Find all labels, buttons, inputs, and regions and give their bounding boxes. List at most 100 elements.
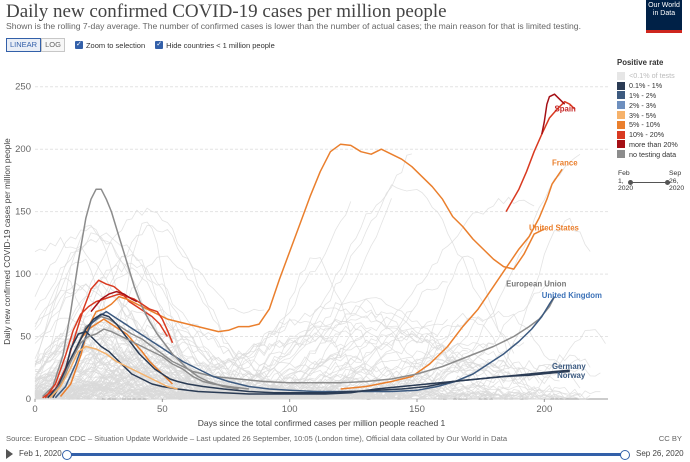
legend-label: more than 20% xyxy=(629,139,678,149)
series-line-spain xyxy=(505,100,576,212)
series-line-france xyxy=(340,168,563,390)
series-line-highlighted xyxy=(49,345,178,399)
legend-swatch xyxy=(617,111,625,120)
series-line-united-kingdom xyxy=(54,296,556,399)
legend-item[interactable]: 10% - 20% xyxy=(617,130,689,140)
legend-swatch xyxy=(617,81,625,90)
zoom-to-selection-label: Zoom to selection xyxy=(85,40,146,50)
series-labels: Spain France United States European Union Un… xyxy=(506,105,602,380)
timeline-slider: Feb 1, 2020 Sep 26, 2020 xyxy=(0,448,690,462)
chart-subtitle: Shown is the rolling 7-day average. The … xyxy=(6,21,581,31)
background-country-line xyxy=(34,283,428,374)
legend-item[interactable]: 2% - 3% xyxy=(617,100,689,110)
series-line-norway xyxy=(52,330,570,399)
legend-label: <0.1% of tests xyxy=(629,71,675,81)
series-line-highlighted xyxy=(49,328,249,399)
series-label: United Kingdom xyxy=(542,291,602,300)
legend-label: 5% - 10% xyxy=(629,120,661,130)
legend-item[interactable]: 5% - 10% xyxy=(617,120,689,130)
y-axis-label: Daily new confirmed COVID-19 cases per m… xyxy=(2,138,12,345)
series-label: United States xyxy=(529,223,579,232)
series-label: Norway xyxy=(557,371,586,380)
legend-swatch xyxy=(617,150,625,159)
timeline-start-label: Feb 1, 2020 xyxy=(19,449,62,458)
highlighted-series xyxy=(42,93,576,399)
background-country-line xyxy=(34,225,311,393)
check-icon: ✓ xyxy=(155,41,164,49)
series-label: Spain xyxy=(555,105,576,114)
series-label: Germany xyxy=(552,362,586,371)
legend-label: no testing data xyxy=(629,149,677,159)
x-tick-label: 100 xyxy=(282,404,298,415)
scale-toggle: LINEAR LOG xyxy=(6,38,65,52)
legend-time-start-day: 1, xyxy=(618,177,624,185)
legend-swatch xyxy=(617,120,625,129)
x-tick-label: 200 xyxy=(536,404,552,415)
zoom-to-selection-checkbox[interactable]: ✓ Zoom to selection xyxy=(74,40,146,50)
series-line-united-states xyxy=(59,143,545,397)
legend-item[interactable]: 0.1% - 1% xyxy=(617,81,689,91)
background-country-line xyxy=(34,353,499,400)
legend-item[interactable]: <0.1% of tests xyxy=(617,71,689,81)
hide-small-countries-label: Hide countries < 1 million people xyxy=(166,40,275,50)
legend-time-start-month: Feb xyxy=(618,170,630,177)
background-country-line xyxy=(34,328,372,400)
owid-logo[interactable]: Our World in Data xyxy=(646,0,682,33)
line-chart: 0 50 100 150 200 250 0 50 100 150 200 Days since th… xyxy=(2,82,608,428)
legend-time-start-year: 2020 xyxy=(618,185,634,192)
background-country-line xyxy=(34,313,285,377)
legend-time-start: Feb 1, 2020 xyxy=(618,170,633,193)
background-country-line xyxy=(34,341,341,400)
logo-line-1: Our World xyxy=(648,2,680,9)
x-tick-label: 0 xyxy=(32,404,37,415)
license-link[interactable]: CC BY xyxy=(658,434,682,443)
series-line-germany xyxy=(47,313,570,399)
y-tick-label: 100 xyxy=(15,269,31,280)
legend-item[interactable]: 3% - 5% xyxy=(617,110,689,120)
play-icon[interactable] xyxy=(6,449,13,459)
legend-swatch xyxy=(617,101,625,110)
x-axis-label: Days since the total confirmed cases per… xyxy=(198,418,446,428)
timeline-end-handle[interactable] xyxy=(620,450,630,460)
chart-title: Daily new confirmed COVID-19 cases per m… xyxy=(6,1,447,22)
background-country-line xyxy=(34,329,423,400)
legend-item[interactable]: 1% - 2% xyxy=(617,91,689,101)
source-note: Source: European CDC – Situation Update … xyxy=(6,434,508,443)
legend-swatch xyxy=(617,130,625,139)
log-scale-button[interactable]: LOG xyxy=(41,38,65,52)
background-country-line xyxy=(34,333,581,400)
legend-time-arrow-line xyxy=(630,182,668,183)
series-line-highlighted xyxy=(90,290,138,313)
logo-line-2: in Data xyxy=(652,10,676,17)
series-label: European Union xyxy=(506,280,566,289)
timeline-start-handle[interactable] xyxy=(62,450,72,460)
legend-title: Positive rate xyxy=(617,58,664,67)
background-country-line xyxy=(34,281,448,397)
legend-time-end-year: 2020 xyxy=(669,185,685,192)
y-tick-label: 250 xyxy=(15,82,31,93)
axes: 0 50 100 150 200 250 0 50 100 150 200 Days since th… xyxy=(2,82,552,428)
series-line-european-union xyxy=(44,296,556,399)
legend-label: 2% - 3% xyxy=(629,100,657,110)
chart-controls: LINEAR LOG ✓ Zoom to selection ✓ Hide co… xyxy=(6,38,285,52)
series-label: France xyxy=(552,158,578,167)
legend-label: 10% - 20% xyxy=(629,130,665,140)
series-line-spain xyxy=(541,93,566,135)
legend-time-end-dot xyxy=(665,180,670,185)
legend-item[interactable]: more than 20% xyxy=(617,140,689,150)
background-country-line xyxy=(34,207,265,379)
linear-scale-button[interactable]: LINEAR xyxy=(6,38,42,52)
legend-time-start-dot xyxy=(628,180,633,185)
timeline-track[interactable] xyxy=(62,450,630,460)
y-tick-label: 50 xyxy=(20,332,31,343)
timeline-end-label: Sep 26, 2020 xyxy=(636,449,684,458)
legend-item[interactable]: no testing data xyxy=(617,149,689,159)
legend-time-end-day: 26, xyxy=(669,177,679,185)
x-tick-label: 150 xyxy=(409,404,425,415)
legend-time-end-month: Sep xyxy=(669,170,682,177)
hide-small-countries-checkbox[interactable]: ✓ Hide countries < 1 million people xyxy=(155,41,275,50)
positive-rate-legend: Positive rate <0.1% of tests 0.1% - 1% 1% … xyxy=(617,58,689,159)
legend-swatch xyxy=(617,71,625,80)
check-icon: ✓ xyxy=(74,41,83,49)
background-country-line xyxy=(34,322,509,399)
